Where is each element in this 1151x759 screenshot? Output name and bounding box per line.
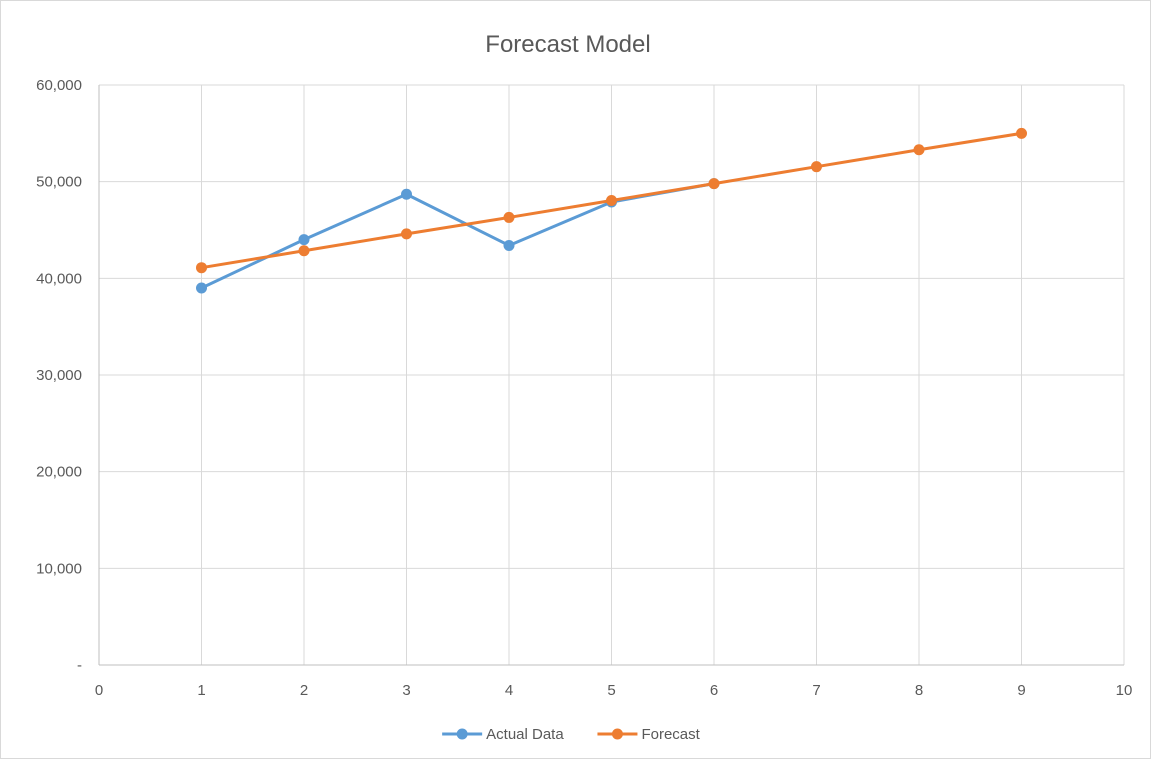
legend-label-actual-data: Actual Data xyxy=(486,726,564,743)
legend-item-actual-data: Actual Data xyxy=(442,726,564,743)
x-tick-label: 5 xyxy=(607,682,615,699)
data-point-forecast xyxy=(503,211,515,223)
data-point-forecast xyxy=(298,245,310,257)
y-tick-label: - xyxy=(77,657,82,674)
x-tick-label: 2 xyxy=(300,682,308,699)
y-tick-label: 40,000 xyxy=(36,270,82,287)
x-tick-label: 4 xyxy=(505,682,513,699)
legend-marker-actual-data xyxy=(456,728,468,740)
data-point-actual-data xyxy=(401,188,412,200)
data-point-forecast xyxy=(196,262,207,274)
x-tick-label: 10 xyxy=(1116,682,1133,699)
data-point-forecast xyxy=(811,161,822,173)
legend: Actual Data Forecast xyxy=(442,726,701,743)
chart-title: Forecast Model xyxy=(485,31,650,58)
y-tick-label: 60,000 xyxy=(36,77,82,94)
data-point-forecast xyxy=(708,178,720,190)
y-tick-label: 20,000 xyxy=(36,464,82,481)
legend-marker-forecast xyxy=(611,728,623,740)
data-point-actual-data xyxy=(298,234,310,246)
x-tick-label: 1 xyxy=(197,682,205,699)
legend-label-forecast: Forecast xyxy=(641,726,700,743)
legend-item-forecast: Forecast xyxy=(597,726,701,743)
x-axis-tick-labels: 0 1 2 3 4 5 6 7 8 9 10 xyxy=(95,682,1133,699)
gridlines xyxy=(99,84,1125,665)
y-tick-label: 10,000 xyxy=(36,560,82,577)
data-point-actual-data xyxy=(196,282,207,294)
x-tick-label: 8 xyxy=(915,682,923,699)
data-point-actual-data xyxy=(503,239,515,251)
axes xyxy=(98,85,1124,666)
y-tick-label: 30,000 xyxy=(36,367,82,384)
series-forecast xyxy=(196,127,1027,274)
y-tick-label: 50,000 xyxy=(36,174,82,191)
x-tick-label: 7 xyxy=(812,682,820,699)
data-point-forecast xyxy=(913,144,925,156)
y-axis-tick-labels: - 10,000 20,000 30,000 40,000 50,000 60,000 xyxy=(36,77,82,674)
x-tick-label: 0 xyxy=(95,682,103,699)
x-tick-label: 9 xyxy=(1017,682,1025,699)
x-tick-label: 3 xyxy=(402,682,410,699)
data-point-forecast xyxy=(606,195,617,207)
data-point-forecast xyxy=(401,228,412,240)
series-line-actual-data xyxy=(200,182,715,290)
data-point-forecast xyxy=(1016,127,1027,139)
x-tick-label: 6 xyxy=(710,682,718,699)
plot-series xyxy=(196,127,1027,294)
